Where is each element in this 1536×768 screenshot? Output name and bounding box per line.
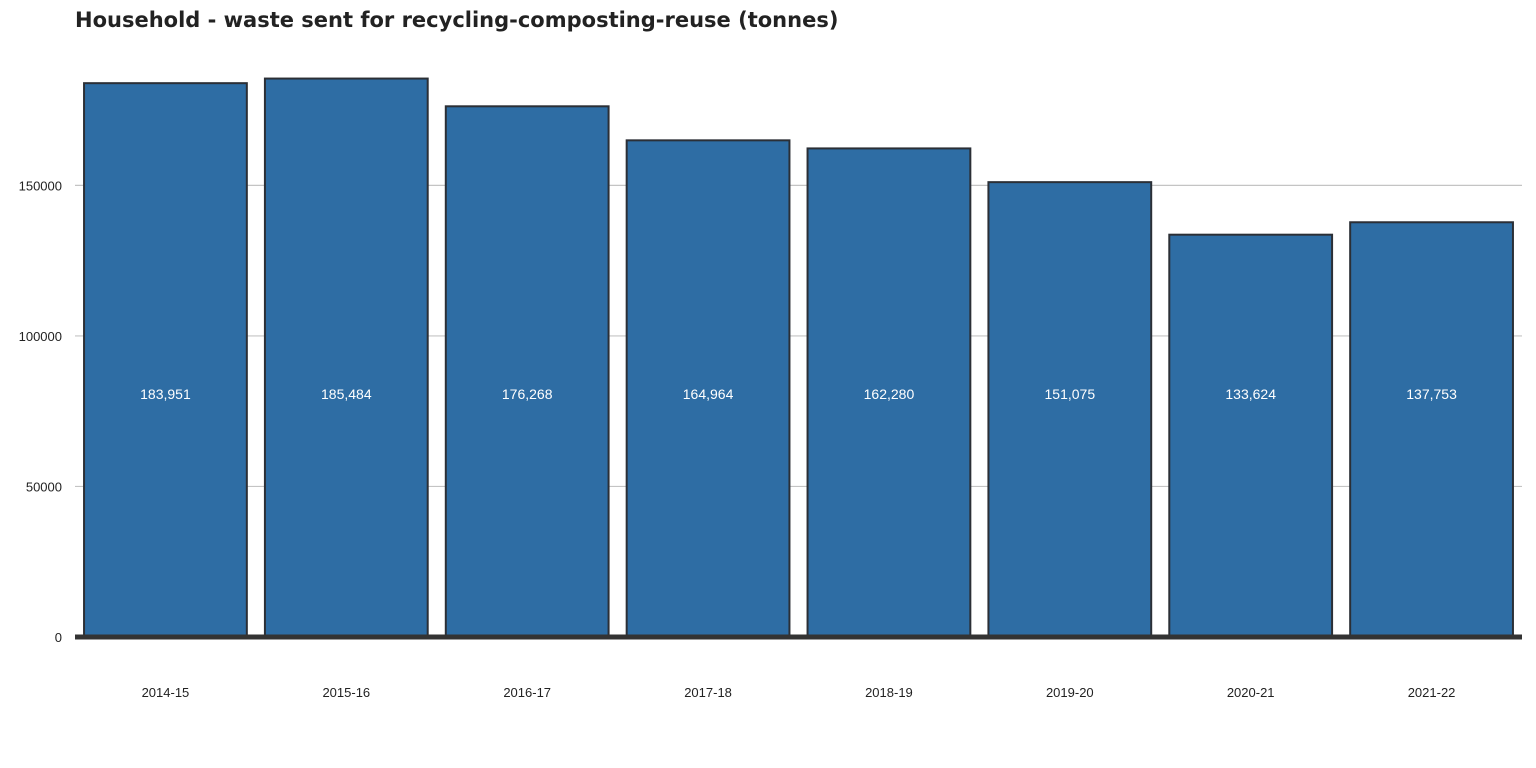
bars <box>83 77 1514 639</box>
x-tick-label: 2016-17 <box>503 685 551 700</box>
x-tick-label: 2014-15 <box>142 685 190 700</box>
y-tick-label: 150000 <box>19 178 62 193</box>
y-tick-label: 0 <box>55 630 62 645</box>
y-tick-label: 100000 <box>19 329 62 344</box>
x-tick-label: 2018-19 <box>865 685 913 700</box>
bar <box>806 147 972 639</box>
axes: 0 50000 100000 150000 2014-15 2015-16 2016-17 2… <box>19 178 1522 700</box>
bar <box>1349 221 1514 638</box>
data-label: 185,484 <box>321 386 372 402</box>
data-label: 133,624 <box>1225 386 1276 402</box>
y-tick-label: 50000 <box>26 479 62 494</box>
x-tick-label: 2020-21 <box>1227 685 1275 700</box>
data-label: 183,951 <box>140 386 191 402</box>
data-label: 164,964 <box>683 386 734 402</box>
bar <box>987 181 1153 638</box>
chart-title: Household - waste sent for recycling-com… <box>75 8 839 32</box>
bar <box>1168 233 1334 638</box>
data-label: 162,280 <box>864 386 915 402</box>
data-labels: 183,951 185,484 176,268 164,964 162,280 151,0… <box>140 386 1457 402</box>
bar <box>263 77 429 639</box>
data-label: 176,268 <box>502 386 553 402</box>
x-tick-label: 2015-16 <box>322 685 370 700</box>
data-label: 151,075 <box>1045 386 1096 402</box>
bar <box>83 82 248 639</box>
x-tick-label: 2021-22 <box>1408 685 1456 700</box>
bar <box>444 105 610 638</box>
x-tick-label: 2017-18 <box>684 685 732 700</box>
x-tick-label: 2019-20 <box>1046 685 1094 700</box>
data-label: 137,753 <box>1406 386 1457 402</box>
